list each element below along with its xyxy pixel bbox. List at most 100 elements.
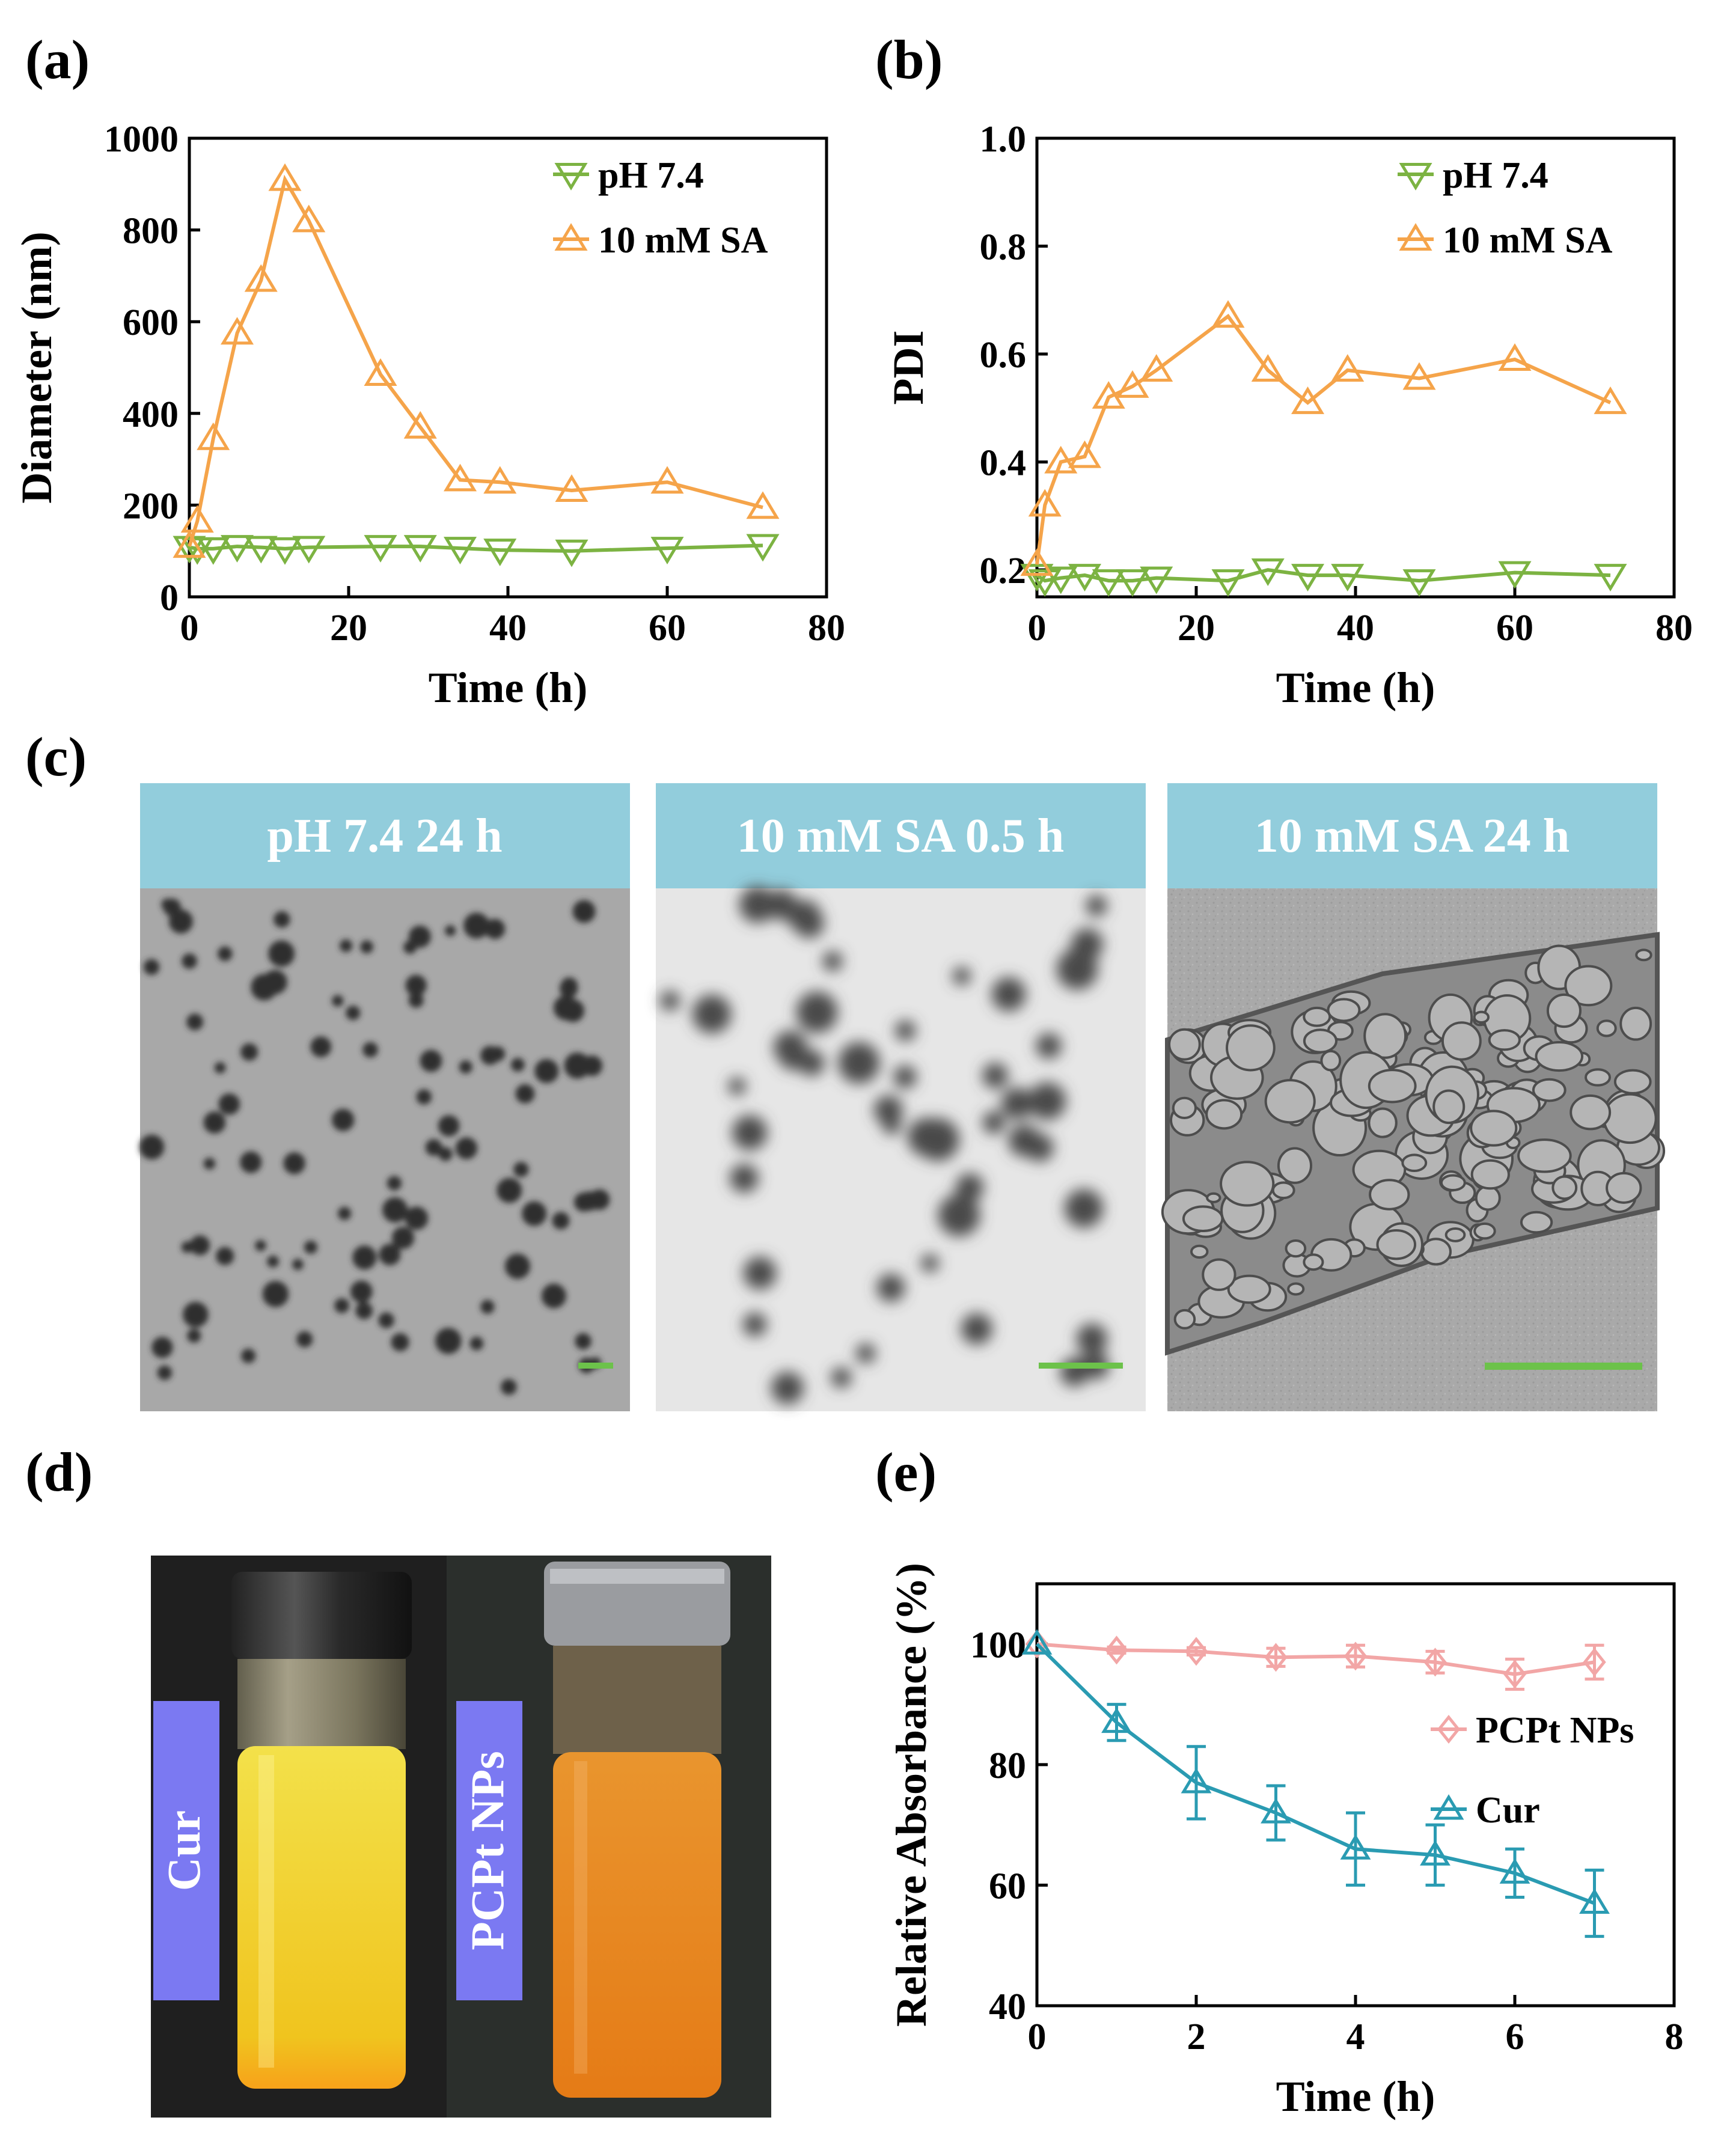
e-data-point: [1423, 1648, 1447, 1677]
nanoparticle: [921, 1254, 939, 1272]
nanoparticle: [513, 1162, 529, 1177]
cur-vial-glass: [237, 1659, 406, 1749]
b-legend-marker-0: [1399, 163, 1432, 191]
a-data-point: [292, 536, 326, 564]
nanoparticle: [186, 1013, 204, 1031]
pcpt-cap-shine: [550, 1569, 724, 1584]
nanoparticle: [283, 1152, 305, 1174]
nanoparticle: [378, 1312, 394, 1328]
e-legend-marker-1: [1433, 1794, 1464, 1820]
aggregated-particle: [1205, 1099, 1243, 1130]
b-data-point: [1291, 564, 1325, 591]
nanoparticle: [408, 992, 424, 1008]
aggregated-particle: [1226, 1024, 1276, 1072]
nanoparticle: [292, 1259, 304, 1271]
a-legend-marker-0: [554, 163, 588, 191]
e-data-point: [1105, 1635, 1128, 1665]
e-xtick-label: 6: [1506, 2017, 1524, 2057]
pcpt-vial-liquid: [553, 1752, 721, 2098]
nanoparticle: [916, 1118, 959, 1161]
aggregated-particle: [1303, 1006, 1331, 1027]
aggregated-particle: [1613, 1069, 1652, 1095]
aggregated-particle: [1619, 1006, 1652, 1041]
pcpt-vial-glass: [553, 1646, 721, 1754]
nanoparticle: [332, 1108, 355, 1131]
aggregated-particle: [1535, 1040, 1584, 1072]
nanoparticle: [360, 940, 373, 954]
nanoparticle: [564, 1052, 591, 1079]
a-data-point: [268, 163, 302, 191]
aggregated-particle: [1470, 1159, 1510, 1190]
b-data-point: [1140, 354, 1173, 382]
nanoparticle: [573, 1193, 593, 1212]
e-data-point: [1579, 1888, 1610, 1914]
nanoparticle: [991, 977, 1026, 1012]
nanoparticle: [267, 1255, 279, 1268]
scale-bar-3: [1485, 1363, 1642, 1370]
pcpt-vial: [544, 1562, 730, 2098]
nanoparticle: [541, 1283, 566, 1309]
vial-photo: Cur PCPt NPs: [151, 1556, 771, 2118]
nanoparticle: [1028, 1082, 1066, 1120]
aggregated-particle: [1173, 1309, 1196, 1330]
b-data-point: [1044, 566, 1078, 594]
a-data-point: [173, 530, 206, 558]
a-data-point: [244, 264, 278, 292]
b-data-point: [1402, 569, 1436, 597]
nanoparticle: [766, 889, 797, 920]
a-legend-label-1: 10 mM SA: [598, 220, 768, 261]
nanoparticle: [218, 1093, 240, 1115]
nanoparticle: [338, 1206, 352, 1220]
b-data-point: [1068, 564, 1102, 591]
b-series-line-1: [1035, 314, 1612, 565]
a-data-point: [197, 537, 230, 565]
tem-title-3: 10 mM SA 24 h: [1255, 810, 1570, 863]
nanoparticle: [255, 1240, 266, 1251]
aggregated-particle: [1603, 1093, 1657, 1144]
pcpt-label: PCPt NPs: [461, 1751, 513, 1950]
nanoparticle: [459, 1060, 472, 1074]
nanoparticle: [961, 1313, 992, 1345]
a-legend-marker-1: [554, 223, 588, 251]
panel-label-a: (a): [25, 29, 90, 90]
b-data-point: [1498, 343, 1532, 371]
nanoparticle: [798, 1050, 825, 1076]
nanoparticle: [183, 1301, 209, 1328]
nanoparticle: [504, 1253, 531, 1279]
nanoparticle: [739, 886, 776, 923]
aggregated-particle: [1277, 1147, 1313, 1184]
aggregated-particle: [1327, 998, 1361, 1022]
aggregated-particle: [1368, 1107, 1398, 1138]
aggregated-particle: [1172, 1096, 1197, 1120]
aggregated-particle: [1227, 1274, 1271, 1304]
aggregated-particle: [1264, 1079, 1316, 1124]
b-xtick-label: 40: [1337, 608, 1374, 649]
b-data-point: [1251, 354, 1285, 382]
b-xtick-label: 60: [1496, 608, 1533, 649]
b-data-point: [1028, 489, 1062, 517]
nanoparticle: [773, 1031, 807, 1064]
a-data-point: [443, 537, 477, 564]
nanoparticle: [1060, 1358, 1089, 1387]
aggregated-particle: [1473, 1222, 1496, 1240]
a-data-point: [746, 534, 780, 562]
nanoparticle: [438, 1147, 453, 1161]
nanoparticle: [216, 1247, 234, 1265]
aggregated-particle: [1376, 1229, 1417, 1260]
a-series-line-1: [188, 174, 763, 547]
aggregated-particle: [1285, 1239, 1307, 1258]
b-data-point: [1092, 569, 1125, 597]
cur-vial-liquid: [237, 1746, 406, 2089]
nanoparticle: [151, 1337, 173, 1358]
cur-vial-cap: [231, 1572, 412, 1659]
tem-image-3: 10 mM SA 24 h: [1161, 783, 1666, 1411]
b-series-line-0: [1036, 568, 1611, 583]
b-xtick-label: 80: [1655, 608, 1693, 649]
b-data-point: [1028, 569, 1062, 597]
aggregated-particle: [1287, 1282, 1305, 1296]
nanoparticle: [660, 991, 680, 1011]
a-data-point: [650, 466, 684, 494]
a-xtick-label: 80: [808, 608, 845, 649]
nanoparticle: [882, 1116, 901, 1135]
aggregated-particle: [1441, 1021, 1482, 1061]
